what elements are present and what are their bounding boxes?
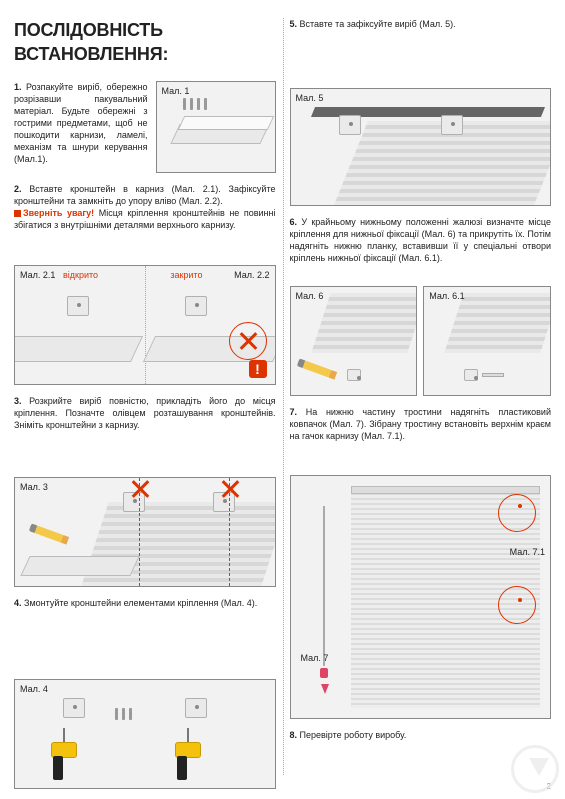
page-title: ПОСЛІДОВНІСТЬ ВСТАНОВЛЕННЯ: [14,18,276,67]
warning-label: Зверніть увагу! [23,208,94,218]
figure-7-1-label: Мал. 7.1 [510,546,545,558]
step-1: 1. Розпакуйте виріб, обережно розрізавши… [14,81,276,173]
warning-icon [14,210,21,217]
callout-bottom [498,586,536,624]
step-2-text: 2. Вставте кронштейн в карниз (Мал. 2.1)… [14,183,276,255]
figure-4: Мал. 4 [14,679,276,789]
figure-2-1-label: Мал. 2.1 [20,269,55,281]
figure-5-label: Мал. 5 [296,92,324,104]
alert-icon: ! [249,360,267,378]
figure-1: Мал. 1 [156,81,276,173]
label-open: відкрито [63,269,98,281]
figure-7-label: Мал. 7 [301,652,329,664]
pencil-icon [296,358,336,379]
figure-7: Мал. 7 Мал. 7.1 [290,475,552,719]
figure-4-label: Мал. 4 [20,683,48,695]
figure-6: Мал. 6 [290,286,418,396]
step-5-text: 5. Вставте та зафіксуйте виріб (Мал. 5). [290,18,552,78]
figure-6-1: Мал. 6.1 [423,286,551,396]
figure-1-label: Мал. 1 [162,85,190,97]
step-4-text: 4. Змонтуйте кронштейни елементами кріпл… [14,597,276,669]
figure-5: Мал. 5 [290,88,552,206]
step-3-text: 3. Розкрийте виріб повністю, прикладіть … [14,395,276,467]
column-divider [283,18,284,775]
step-6-text: 6. У крайньому нижньому положенні жалюзі… [290,216,552,276]
label-closed: закрито [170,269,202,281]
figure-6-1-label: Мал. 6.1 [429,290,464,302]
figure-2-2-label: Мал. 2.2 [234,269,269,281]
figure-2: Мал. 2.1 відкрито закрито Мал. 2.2 ! [14,265,276,385]
watermark-icon [511,745,559,793]
pencil-icon [29,523,69,544]
left-column: ПОСЛІДОВНІСТЬ ВСТАНОВЛЕННЯ: 1. Розпакуйт… [14,18,276,789]
figure-3-label: Мал. 3 [20,481,48,493]
right-column: 5. Вставте та зафіксуйте виріб (Мал. 5).… [290,18,552,789]
figure-3: Мал. 3 [14,477,276,587]
figure-6-label: Мал. 6 [296,290,324,302]
step-1-text: 1. Розпакуйте виріб, обережно розрізавши… [14,81,148,166]
step-7-text: 7. На нижню частину тростини надягніть п… [290,406,552,466]
drill-icon [49,742,79,786]
callout-top [498,494,536,532]
drill-icon [173,742,203,786]
